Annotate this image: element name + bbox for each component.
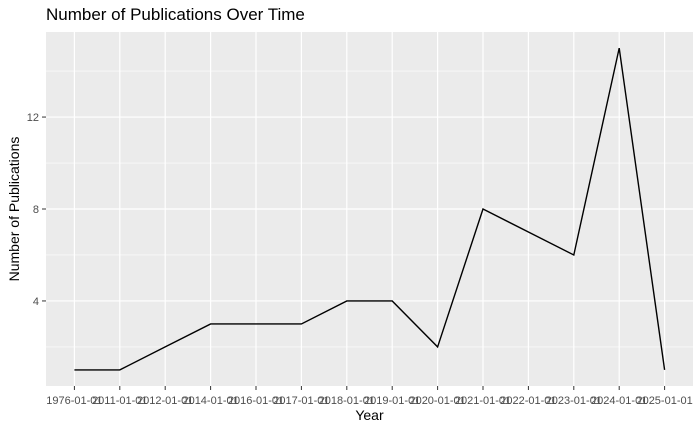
y-axis: 4 8 12 (27, 112, 46, 308)
x-axis: 1976-01-012011-01-012012-01-012014-01-01… (46, 386, 693, 407)
chart-title: Number of Publications Over Time (46, 5, 305, 24)
x-tick-label: 2011-01-01 (92, 395, 147, 407)
y-tick-label: 4 (33, 296, 39, 308)
y-axis-title: Number of Publications (6, 137, 22, 282)
x-tick-label: 2024-01-01 (591, 395, 647, 407)
x-axis-title: Year (355, 407, 384, 423)
x-tick-label: 2022-01-01 (500, 395, 556, 407)
series-line (74, 47, 666, 371)
x-tick-label: 2020-01-01 (409, 395, 465, 407)
x-tick-label: 2019-01-01 (364, 395, 420, 407)
x-tick-label: 2018-01-01 (319, 395, 375, 407)
y-tick-label: 8 (33, 204, 39, 216)
x-tick-label: 2014-01-01 (182, 395, 238, 407)
grid-minor (46, 70, 693, 348)
x-tick-label: 2021-01-01 (455, 395, 511, 407)
x-tick-label: 2025-01-01 (636, 395, 692, 407)
x-tick-label: 1976-01-01 (46, 395, 102, 407)
grid-major (46, 32, 693, 386)
x-tick-label: 2012-01-01 (137, 395, 193, 407)
x-tick-label: 2016-01-01 (228, 395, 284, 407)
x-tick-label: 2017-01-01 (273, 395, 329, 407)
x-tick-label: 2023-01-01 (546, 395, 602, 407)
y-tick-label: 12 (27, 112, 39, 124)
